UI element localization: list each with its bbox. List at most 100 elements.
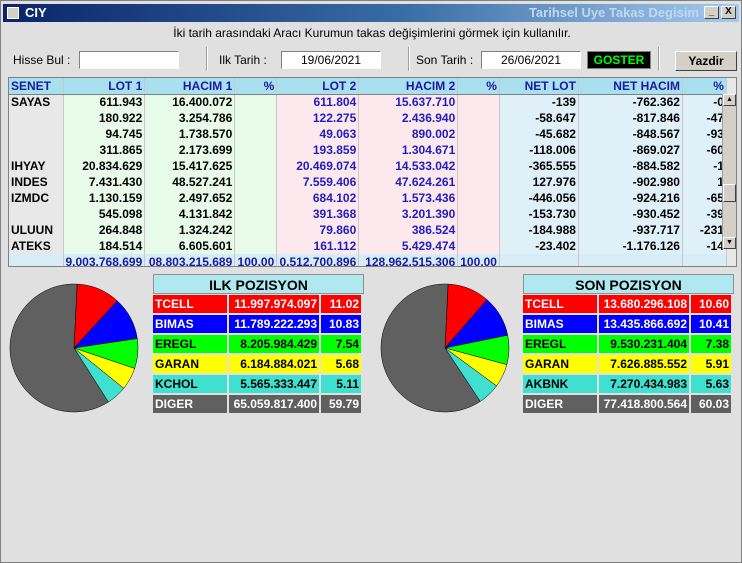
title-bar[interactable]: CIY Tarihsel Uye Takas Degisim _ X <box>3 4 739 22</box>
table-cell: -848.567 <box>578 126 683 142</box>
table-cell: -118.006 <box>499 142 579 158</box>
table-cell: 20.469.074 <box>276 158 360 174</box>
separator <box>658 47 660 71</box>
table-cell <box>457 222 500 238</box>
position-pct: 10.60 <box>691 295 733 313</box>
table-cell: 48.527.241 <box>144 174 236 190</box>
table-row[interactable]: IHYAY 20.834.629 15.417.625 20.469.074 14.53… <box>9 158 727 174</box>
position-pct: 59.79 <box>321 395 363 413</box>
table-cell: 545.098 <box>63 206 146 222</box>
takas-grid[interactable]: SENET LOT 1 HACIM 1 % LOT 2 HACIM 2 % NE… <box>8 77 737 267</box>
table-cell <box>457 174 500 190</box>
position-name: TCELL <box>153 295 229 313</box>
table-row[interactable]: 545.098 4.131.842 391.368 3.201.390 -153.730… <box>9 206 727 222</box>
position-value: 13.435.866.692 <box>599 315 691 333</box>
table-cell <box>234 190 278 206</box>
col-hacim2[interactable]: HACIM 2 <box>358 78 459 95</box>
app-icon <box>7 7 19 19</box>
goster-button[interactable]: GOSTER <box>587 51 651 69</box>
hisse-input[interactable] <box>79 51 179 69</box>
col-hacim1[interactable]: HACIM 1 <box>144 78 236 95</box>
table-cell: -58.647 <box>499 110 579 126</box>
table-cell: 122.275 <box>276 110 360 126</box>
scroll-down-icon[interactable]: ▼ <box>723 237 736 249</box>
table-cell <box>457 110 500 126</box>
position-pct: 7.38 <box>691 335 733 353</box>
table-cell: 890.002 <box>358 126 459 142</box>
table-cell: -45.682 <box>499 126 579 142</box>
table-cell: -184.988 <box>499 222 579 238</box>
table-row[interactable]: 311.865 2.173.699 193.859 1.304.671 -118.006… <box>9 142 727 158</box>
table-cell: -937.717 <box>578 222 683 238</box>
table-cell: 611.804 <box>276 94 360 110</box>
table-cell: ULUUN <box>9 222 64 238</box>
ilk-tarih-input[interactable]: 19/06/2021 <box>281 51 381 69</box>
position-name: KCHOL <box>153 375 229 393</box>
position-row: AKBNK 7.270.434.983 5.63 <box>523 375 733 393</box>
position-pct: 5.11 <box>321 375 363 393</box>
position-row: BIMAS 13.435.866.692 10.41 <box>523 315 733 333</box>
table-cell: 5.429.474 <box>358 238 459 254</box>
position-name: GARAN <box>153 355 229 373</box>
table-cell: -153.730 <box>499 206 579 222</box>
table-row[interactable]: ATEKS 184.514 6.605.601 161.112 5.429.474 -23… <box>9 238 727 254</box>
table-cell <box>457 190 500 206</box>
table-cell: SAYAS <box>9 94 64 110</box>
table-cell: 4.131.842 <box>144 206 236 222</box>
table-cell <box>234 174 278 190</box>
position-value: 8.205.984.429 <box>229 335 321 353</box>
close-button[interactable]: X <box>721 6 736 19</box>
table-cell: 391.368 <box>276 206 360 222</box>
scroll-up-icon[interactable]: ▲ <box>723 94 736 106</box>
col-lot2[interactable]: LOT 2 <box>276 78 360 95</box>
table-row[interactable]: 180.922 3.254.786 122.275 2.436.940 -58.647-… <box>9 110 727 126</box>
col-pct1[interactable]: % <box>234 78 278 95</box>
table-row[interactable]: SAYAS 611.943 16.400.072 611.804 15.637.710 -… <box>9 94 727 110</box>
hisse-label: Hisse Bul : <box>13 53 71 67</box>
total-cell <box>499 254 579 266</box>
total-cell: 0.512.700.896 <box>276 254 360 266</box>
table-row[interactable]: INDES 7.431.430 48.527.241 7.559.406 47.624.… <box>9 174 727 190</box>
table-cell: -23.402 <box>499 238 579 254</box>
separator <box>206 47 208 71</box>
table-cell: -869.027 <box>578 142 683 158</box>
table-cell <box>457 158 500 174</box>
pie-slice-diger <box>9 283 109 413</box>
table-cell: -1 <box>682 158 727 174</box>
position-name: TCELL <box>523 295 599 313</box>
col-senet[interactable]: SENET <box>9 78 64 95</box>
position-pct: 11.02 <box>321 295 363 313</box>
position-name: EREGL <box>523 335 599 353</box>
col-net-pct[interactable]: % <box>682 78 727 95</box>
table-cell: 2.173.699 <box>144 142 236 158</box>
yazdir-button[interactable]: Yazdir <box>675 51 737 71</box>
col-lot1[interactable]: LOT 1 <box>63 78 146 95</box>
table-cell: -924.216 <box>578 190 683 206</box>
position-value: 7.626.885.552 <box>599 355 691 373</box>
table-cell: 1.304.671 <box>358 142 459 158</box>
position-name: DIGER <box>153 395 229 413</box>
col-net-lot[interactable]: NET LOT <box>499 78 579 95</box>
table-cell: 20.834.629 <box>63 158 146 174</box>
table-cell <box>234 238 278 254</box>
table-cell: 193.859 <box>276 142 360 158</box>
table-cell <box>457 206 500 222</box>
son-tarih-input[interactable]: 26/06/2021 <box>481 51 581 69</box>
table-cell: 15.637.710 <box>358 94 459 110</box>
table-cell: 14.533.042 <box>358 158 459 174</box>
col-pct2[interactable]: % <box>457 78 500 95</box>
table-row[interactable]: 94.745 1.738.570 49.063 890.002 -45.682 -848.… <box>9 126 727 142</box>
position-row: GARAN 6.184.884.021 5.68 <box>153 355 363 373</box>
minimize-button[interactable]: _ <box>704 6 719 19</box>
position-pct: 5.63 <box>691 375 733 393</box>
table-cell <box>457 142 500 158</box>
grid-scrollbar[interactable]: ▲ ▼ <box>722 94 736 249</box>
total-cell: 128.962.515.306 <box>358 254 459 266</box>
table-row[interactable]: ULUUN 264.848 1.324.242 79.860 386.524 -184.9… <box>9 222 727 238</box>
total-cell <box>9 254 64 266</box>
table-cell: 3.254.786 <box>144 110 236 126</box>
col-net-hacim[interactable]: NET HACIM <box>578 78 683 95</box>
table-cell: 1.573.436 <box>358 190 459 206</box>
table-row[interactable]: IZMDC 1.130.159 2.497.652 684.102 1.573.436 -… <box>9 190 727 206</box>
scroll-thumb[interactable] <box>723 184 736 202</box>
